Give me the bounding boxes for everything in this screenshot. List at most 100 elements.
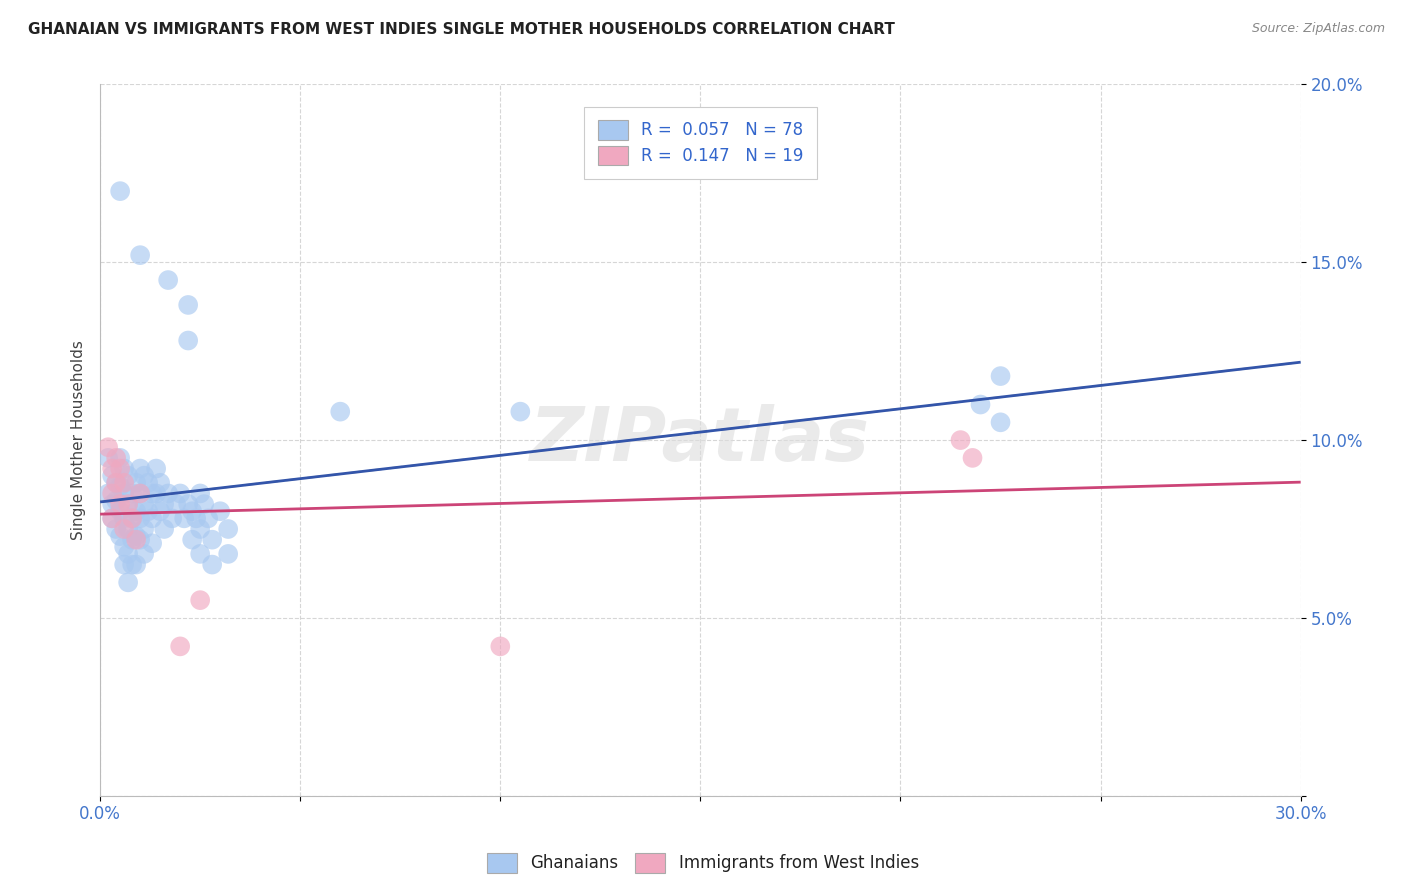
Point: [125, 475, 148, 490]
Point: [217, 547, 239, 561]
Point: [169, 486, 191, 500]
Point: [112, 522, 135, 536]
Point: [134, 468, 156, 483]
Point: [134, 547, 156, 561]
Point: [101, 468, 124, 483]
Point: [990, 415, 1012, 429]
Point: [108, 184, 131, 198]
Point: [177, 334, 200, 348]
Point: [117, 497, 139, 511]
Point: [129, 486, 152, 500]
Point: [112, 486, 135, 500]
Point: [101, 497, 124, 511]
Point: [141, 486, 163, 500]
Point: [509, 404, 531, 418]
Point: [125, 529, 148, 543]
Point: [145, 461, 167, 475]
Point: [117, 575, 139, 590]
Point: [125, 558, 148, 572]
Point: [108, 529, 131, 543]
Text: ZIPatlas: ZIPatlas: [530, 403, 870, 476]
Point: [97, 486, 120, 500]
Point: [169, 640, 191, 654]
Point: [105, 475, 128, 490]
Point: [117, 547, 139, 561]
Point: [136, 475, 159, 490]
Point: [160, 511, 183, 525]
Point: [141, 536, 163, 550]
Point: [165, 497, 187, 511]
Point: [188, 547, 211, 561]
Point: [153, 522, 176, 536]
Point: [105, 522, 128, 536]
Point: [105, 450, 128, 465]
Point: [101, 511, 124, 525]
Point: [129, 511, 152, 525]
Point: [129, 461, 152, 475]
Point: [134, 522, 156, 536]
Point: [489, 640, 512, 654]
Point: [117, 522, 139, 536]
Point: [193, 497, 215, 511]
Point: [141, 511, 163, 525]
Text: Source: ZipAtlas.com: Source: ZipAtlas.com: [1251, 22, 1385, 36]
Point: [97, 440, 120, 454]
Point: [181, 533, 204, 547]
Point: [181, 504, 204, 518]
Point: [188, 593, 211, 607]
Point: [186, 511, 208, 525]
Point: [129, 533, 152, 547]
Text: GHANAIAN VS IMMIGRANTS FROM WEST INDIES SINGLE MOTHER HOUSEHOLDS CORRELATION CHA: GHANAIAN VS IMMIGRANTS FROM WEST INDIES …: [28, 22, 896, 37]
Legend: Ghanaians, Immigrants from West Indies: Ghanaians, Immigrants from West Indies: [481, 847, 925, 880]
Point: [125, 533, 148, 547]
Point: [197, 511, 219, 525]
Point: [149, 475, 172, 490]
Point: [112, 558, 135, 572]
Point: [112, 540, 135, 554]
Point: [145, 486, 167, 500]
Point: [121, 511, 143, 525]
Point: [153, 497, 176, 511]
Point: [990, 369, 1012, 384]
Point: [177, 497, 200, 511]
Legend: R =  0.057   N = 78, R =  0.147   N = 19: R = 0.057 N = 78, R = 0.147 N = 19: [585, 107, 817, 178]
Point: [112, 475, 135, 490]
Point: [121, 533, 143, 547]
Point: [129, 486, 152, 500]
Point: [136, 504, 159, 518]
Point: [969, 398, 991, 412]
Point: [112, 461, 135, 475]
Point: [117, 468, 139, 483]
Point: [329, 404, 352, 418]
Point: [105, 475, 128, 490]
Y-axis label: Single Mother Households: Single Mother Households: [72, 340, 86, 540]
Point: [101, 486, 124, 500]
Point: [201, 558, 224, 572]
Point: [157, 486, 180, 500]
Point: [121, 486, 143, 500]
Point: [188, 522, 211, 536]
Point: [121, 558, 143, 572]
Point: [97, 450, 120, 465]
Point: [112, 511, 135, 525]
Point: [149, 504, 172, 518]
Point: [125, 504, 148, 518]
Point: [157, 273, 180, 287]
Point: [108, 479, 131, 493]
Point: [173, 511, 195, 525]
Point: [217, 522, 239, 536]
Point: [177, 298, 200, 312]
Point: [134, 497, 156, 511]
Point: [201, 533, 224, 547]
Point: [209, 504, 232, 518]
Point: [101, 511, 124, 525]
Point: [962, 450, 984, 465]
Point: [188, 486, 211, 500]
Point: [949, 433, 972, 447]
Point: [117, 497, 139, 511]
Point: [105, 493, 128, 508]
Point: [108, 461, 131, 475]
Point: [108, 497, 131, 511]
Point: [108, 450, 131, 465]
Point: [121, 511, 143, 525]
